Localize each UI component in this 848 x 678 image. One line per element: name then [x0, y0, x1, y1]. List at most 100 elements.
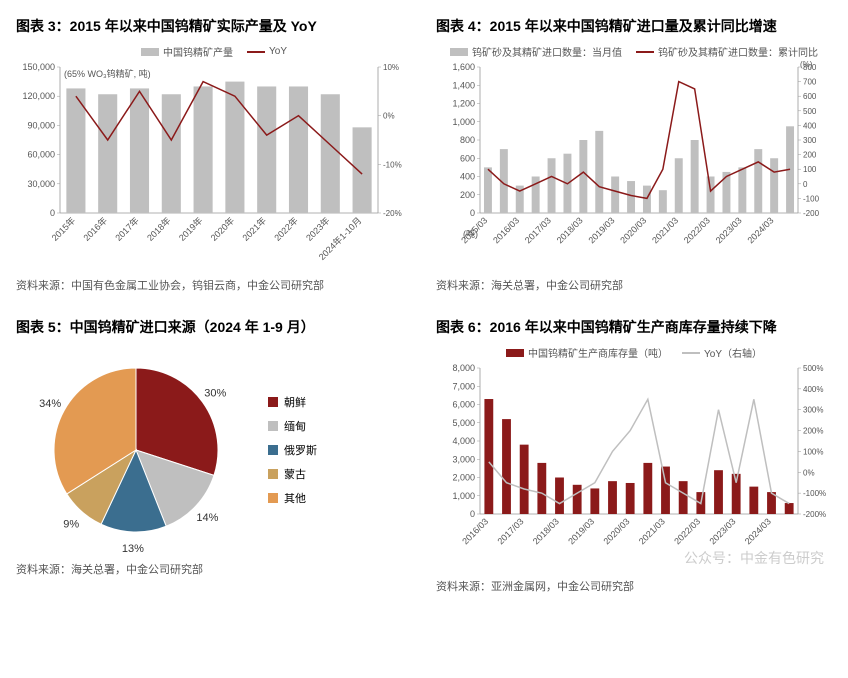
svg-text:2017年: 2017年 [113, 215, 141, 243]
svg-text:2020/03: 2020/03 [618, 215, 648, 245]
svg-text:8,000: 8,000 [452, 363, 475, 373]
chart4-source: 资料来源：海关总署，中金公司研究部 [436, 277, 832, 293]
svg-text:2021年: 2021年 [240, 215, 268, 243]
svg-text:9%: 9% [63, 519, 79, 531]
chart5-title: 图表 5：中国钨精矿进口来源（2024 年 1-9 月） [16, 317, 412, 337]
chart3-panel: 图表 3：2015 年以来中国钨精矿实际产量及 YoY 中国钨精矿产量 YoY … [16, 16, 412, 293]
svg-text:600: 600 [803, 92, 817, 101]
svg-text:120,000: 120,000 [22, 91, 55, 101]
svg-text:2016年: 2016年 [81, 215, 109, 243]
svg-text:400%: 400% [803, 385, 823, 394]
svg-text:0: 0 [50, 208, 55, 218]
chart3-legend: 中国钨精矿产量 YoY [16, 44, 412, 59]
svg-text:0: 0 [470, 208, 475, 218]
svg-text:2020年: 2020年 [208, 215, 236, 243]
svg-text:2019/03: 2019/03 [586, 215, 616, 245]
svg-text:1,000: 1,000 [452, 117, 475, 127]
svg-text:2022/03: 2022/03 [682, 215, 712, 245]
svg-text:(65% WO₃钨精矿, 吨): (65% WO₃钨精矿, 吨) [64, 68, 151, 79]
svg-text:700: 700 [803, 78, 817, 87]
svg-text:2018/03: 2018/03 [531, 516, 561, 546]
svg-text:2,000: 2,000 [452, 473, 475, 483]
svg-text:400: 400 [803, 121, 817, 130]
svg-text:-200%: -200% [803, 510, 826, 519]
svg-text:0: 0 [470, 509, 475, 519]
svg-text:4,000: 4,000 [452, 436, 475, 446]
chart6-legend: 中国钨精矿生产商库存量（吨） YoY（右轴） [436, 345, 832, 360]
svg-text:2017/03: 2017/03 [495, 516, 525, 546]
svg-text:2020/03: 2020/03 [601, 516, 631, 546]
chart4-panel: 图表 4：2015 年以来中国钨精矿进口量及累计同比增速 钨矿砂及其精矿进口数量… [436, 16, 832, 293]
svg-text:0: 0 [803, 180, 808, 189]
svg-text:2016/03: 2016/03 [491, 215, 521, 245]
svg-text:300%: 300% [803, 406, 823, 415]
chart3-source: 资料来源：中国有色金属工业协会，钨钼云商，中金公司研究部 [16, 277, 412, 293]
chart4-plot: 0 200 400 600 800 1,000 1,200 1,400 1,600 -200 -10… [436, 61, 832, 271]
svg-text:10%: 10% [383, 63, 399, 72]
svg-text:2019/03: 2019/03 [566, 516, 596, 546]
svg-text:3,000: 3,000 [452, 454, 475, 464]
chart5-source: 资料来源：海关总署，中金公司研究部 [16, 561, 412, 577]
svg-text:2015年: 2015年 [49, 215, 77, 243]
svg-text:1,000: 1,000 [452, 491, 475, 501]
svg-text:2019年: 2019年 [176, 215, 204, 243]
svg-text:13%: 13% [122, 543, 144, 555]
svg-text:2024/03: 2024/03 [743, 516, 773, 546]
svg-text:1,200: 1,200 [452, 99, 475, 109]
svg-text:300: 300 [803, 136, 817, 145]
svg-text:2016/03: 2016/03 [460, 516, 490, 546]
svg-text:1,400: 1,400 [452, 80, 475, 90]
svg-text:600: 600 [460, 153, 475, 163]
svg-text:-10%: -10% [383, 160, 402, 169]
svg-text:2023/03: 2023/03 [707, 516, 737, 546]
chart4-title: 图表 4：2015 年以来中国钨精矿进口量及累计同比增速 [436, 16, 832, 36]
chart6-title: 图表 6：2016 年以来中国钨精矿生产商库存量持续下降 [436, 317, 832, 337]
svg-text:(%): (%) [800, 61, 813, 69]
svg-text:30,000: 30,000 [27, 179, 55, 189]
svg-text:2017/03: 2017/03 [523, 215, 553, 245]
svg-text:-20%: -20% [383, 209, 402, 218]
svg-text:500: 500 [803, 107, 817, 116]
chart5-legend: 朝鲜缅甸俄罗斯蒙古其他 [268, 394, 317, 506]
svg-text:2023/03: 2023/03 [714, 215, 744, 245]
chart3-plot: 030,00060,00090,000120,000150,000-20%-10… [16, 61, 412, 271]
chart5-plot: 30% 14% 13% 9% 34% 朝鲜缅甸俄罗斯蒙古其他 [16, 345, 412, 555]
svg-text:800: 800 [460, 135, 475, 145]
svg-text:2018年: 2018年 [144, 215, 172, 243]
svg-text:7,000: 7,000 [452, 381, 475, 391]
chart4-legend: 钨矿砂及其精矿进口数量：当月值 钨矿砂及其精矿进口数量：累计同比 [436, 44, 832, 59]
svg-text:2023年: 2023年 [303, 215, 331, 243]
svg-text:1,600: 1,600 [452, 62, 475, 72]
svg-text:200: 200 [803, 151, 817, 160]
svg-text:14%: 14% [196, 512, 218, 524]
svg-text:2018/03: 2018/03 [555, 215, 585, 245]
svg-text:400: 400 [460, 172, 475, 182]
svg-text:100: 100 [803, 165, 817, 174]
svg-text:(吨): (吨) [463, 228, 478, 239]
chart6-plot: 0 1,000 2,000 3,000 4,000 5,000 6,000 7,000 8,00… [436, 362, 832, 572]
svg-text:-200: -200 [803, 209, 820, 218]
svg-text:150,000: 150,000 [22, 62, 55, 72]
svg-text:500%: 500% [803, 364, 823, 373]
svg-text:2024/03: 2024/03 [745, 215, 775, 245]
svg-text:30%: 30% [204, 387, 226, 399]
chart6-source: 资料来源：亚洲金属网，中金公司研究部 [436, 578, 832, 594]
svg-text:200%: 200% [803, 427, 823, 436]
svg-text:2021/03: 2021/03 [637, 516, 667, 546]
svg-text:2021/03: 2021/03 [650, 215, 680, 245]
svg-text:0%: 0% [383, 112, 395, 121]
chart5-panel: 图表 5：中国钨精矿进口来源（2024 年 1-9 月） 30% 14% 13% 9%… [16, 317, 412, 594]
svg-text:5,000: 5,000 [452, 418, 475, 428]
svg-text:60,000: 60,000 [27, 150, 55, 160]
svg-text:2022/03: 2022/03 [672, 516, 702, 546]
chart3-title: 图表 3：2015 年以来中国钨精矿实际产量及 YoY [16, 16, 412, 36]
svg-text:200: 200 [460, 190, 475, 200]
svg-text:6,000: 6,000 [452, 400, 475, 410]
svg-text:34%: 34% [39, 398, 61, 410]
svg-text:-100%: -100% [803, 489, 826, 498]
svg-text:2022年: 2022年 [272, 215, 300, 243]
svg-text:0%: 0% [803, 468, 815, 477]
chart6-panel: 图表 6：2016 年以来中国钨精矿生产商库存量持续下降 中国钨精矿生产商库存量… [436, 317, 832, 594]
svg-text:100%: 100% [803, 447, 823, 456]
svg-text:-100: -100 [803, 194, 820, 203]
